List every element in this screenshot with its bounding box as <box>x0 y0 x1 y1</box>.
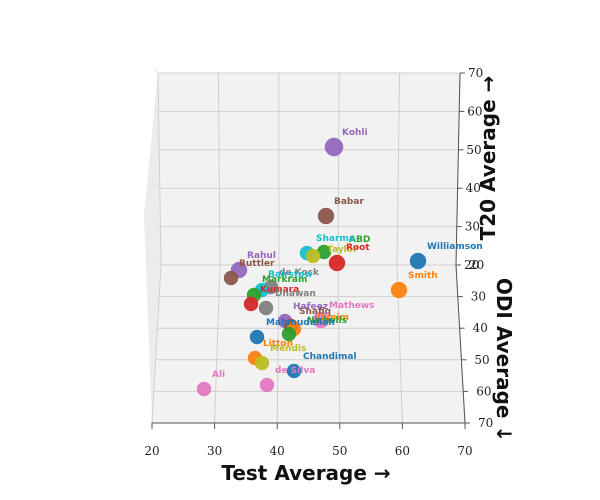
tick-labels: 20 30 40 50 60 70 20 30 40 50 60 70 20 30 40 50 60 70 <box>144 66 493 458</box>
x-tick-label: 40 <box>270 444 285 458</box>
label-babar: Babar <box>334 197 364 207</box>
y-tick-label: 40 <box>473 321 488 335</box>
x-tick-label: 20 <box>144 444 159 458</box>
y-tick-label: 60 <box>476 384 491 398</box>
label-mathews: Mathews <box>329 301 375 311</box>
gridline-floor-x <box>276 264 280 424</box>
point-ali <box>196 381 212 397</box>
x-axis-title: Test Average → <box>221 461 390 485</box>
point-babar <box>317 207 335 225</box>
point-kohli <box>324 137 344 157</box>
y-tick-label: 30 <box>471 290 486 304</box>
label-buttler: Buttler <box>239 259 275 269</box>
label-markram: Markram <box>262 275 307 285</box>
label-smith: Smith <box>408 271 438 281</box>
point-chandimal <box>286 363 302 379</box>
label-williamson: Williamson <box>427 242 483 252</box>
z-axis-line <box>455 72 461 266</box>
y-tick-label: 70 <box>478 416 493 430</box>
label-bairstow: Bairstow <box>268 270 313 280</box>
z-tick-label: 40 <box>466 181 481 195</box>
x-tick-label: 70 <box>457 444 472 458</box>
point-smith <box>390 281 408 299</box>
chart-grid <box>144 68 466 424</box>
z-tick-label: 60 <box>467 104 482 118</box>
gridline-side-z <box>153 107 159 112</box>
back-pane <box>158 73 460 265</box>
label-taylor: Taylor <box>327 245 358 255</box>
gridline-floor-x <box>337 264 341 424</box>
gridline-floor-x <box>151 264 162 424</box>
label-abd: ABD <box>349 235 370 245</box>
z-tick-label: 30 <box>465 220 480 234</box>
label-litton: Litton <box>263 339 293 349</box>
gridline-side-z <box>153 183 161 189</box>
label-tamim: Tamim <box>316 313 349 323</box>
gridline-back-x <box>157 72 162 266</box>
label-chandimal: Chandimal <box>303 352 357 362</box>
label-rahul: Rahul <box>247 251 276 261</box>
gridline-side-z <box>153 260 162 266</box>
label-mahmudullah: Mahmudullah <box>266 318 335 328</box>
label-kohli: Kohli <box>342 128 368 138</box>
x-tick-label: 50 <box>332 444 347 458</box>
y-axis-line <box>455 264 466 424</box>
point-mahmudullah <box>249 329 265 345</box>
label-kumara: Kumara <box>260 285 299 295</box>
data-points <box>196 137 427 397</box>
z-tick-label: 50 <box>466 143 481 157</box>
label-mendis: Mendis <box>270 344 306 354</box>
point-de-silva <box>259 377 275 393</box>
label-shafiq: Shafiq <box>299 307 331 317</box>
z-axis-title: T20 Average → <box>476 76 500 241</box>
y-tick-label: 50 <box>474 353 489 367</box>
gridline-side-z <box>153 222 161 228</box>
point-williamson <box>409 252 427 270</box>
label-hafeez: Hafeez <box>293 302 328 312</box>
z-tick-label: 20 <box>464 258 479 272</box>
label-ali: Ali <box>212 370 225 380</box>
point-mathews <box>312 311 330 329</box>
label-sharma: Sharma <box>316 234 355 244</box>
gridline-side-z <box>153 68 159 74</box>
label-de-silva: de Silva <box>275 366 315 376</box>
gridline-floor-x <box>214 264 221 424</box>
y-tick-label: 20 <box>469 258 484 272</box>
gridline-back-x <box>337 72 340 266</box>
gridline-back-x <box>217 72 221 266</box>
x-tick-label: 30 <box>207 444 222 458</box>
point-buttler <box>223 270 239 286</box>
floor-pane <box>152 265 465 423</box>
label-root: Root <box>346 243 370 253</box>
gridline-side-z <box>153 145 160 151</box>
point-nicholls <box>281 326 297 342</box>
label-dhawan: Dhawan <box>275 289 316 299</box>
point-mendis <box>254 355 270 371</box>
z-tick-label: 70 <box>468 66 483 80</box>
gridline-back-x <box>396 72 401 266</box>
point-kumara <box>243 296 259 312</box>
label-nicholls: Nicholls <box>307 316 347 326</box>
x-tick-label: 60 <box>395 444 410 458</box>
point-taylor <box>305 248 321 264</box>
label-de-kock: de Kock <box>279 268 320 278</box>
y-axis-title: ODI Average ↓ <box>492 278 516 442</box>
point-root <box>328 254 346 272</box>
point-dhawan <box>258 300 274 316</box>
